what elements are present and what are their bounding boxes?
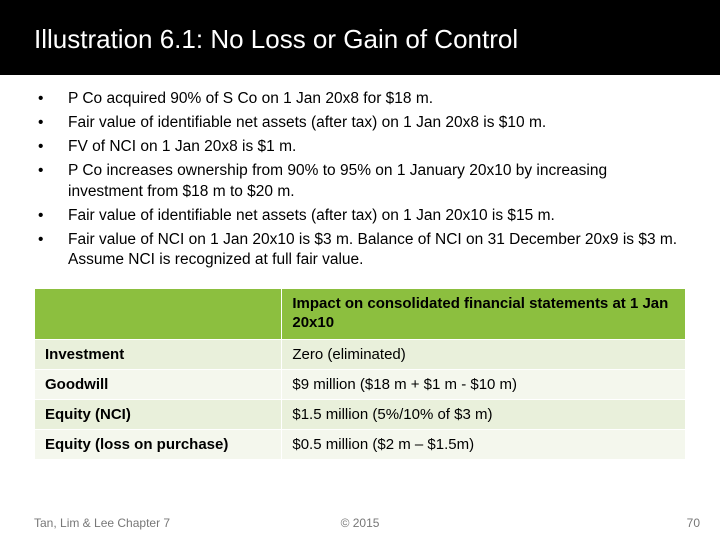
slide: Illustration 6.1: No Loss or Gain of Con… [0,0,720,540]
bullet-text: Fair value of NCI on 1 Jan 20x10 is $3 m… [68,230,686,272]
list-item: •Fair value of identifiable net assets (… [34,113,686,134]
row-label: Investment [35,339,282,369]
table-header-blank [35,289,282,340]
row-value: $9 million ($18 m + $1 m - $10 m) [282,369,686,399]
table-row: Equity (loss on purchase) $0.5 million (… [35,429,686,459]
table-header-impact: Impact on consolidated financial stateme… [282,289,686,340]
impact-table: Impact on consolidated financial stateme… [34,288,686,460]
row-label: Equity (loss on purchase) [35,429,282,459]
bullet-text: P Co increases ownership from 90% to 95%… [68,161,686,203]
bullet-text: P Co acquired 90% of S Co on 1 Jan 20x8 … [68,89,686,110]
content-area: •P Co acquired 90% of S Co on 1 Jan 20x8… [0,75,720,540]
table-header-row: Impact on consolidated financial stateme… [35,289,686,340]
row-label: Equity (NCI) [35,399,282,429]
table-row: Goodwill $9 million ($18 m + $1 m - $10 … [35,369,686,399]
bullet-icon: • [34,137,68,158]
bullet-text: Fair value of identifiable net assets (a… [68,206,686,227]
list-item: •P Co increases ownership from 90% to 95… [34,161,686,203]
row-value: Zero (eliminated) [282,339,686,369]
table-row: Equity (NCI) $1.5 million (5%/10% of $3 … [35,399,686,429]
bullet-icon: • [34,161,68,203]
title-bar: Illustration 6.1: No Loss or Gain of Con… [0,0,720,75]
list-item: •P Co acquired 90% of S Co on 1 Jan 20x8… [34,89,686,110]
bullet-text: Fair value of identifiable net assets (a… [68,113,686,134]
list-item: •FV of NCI on 1 Jan 20x8 is $1 m. [34,137,686,158]
bullet-icon: • [34,89,68,110]
row-value: $1.5 million (5%/10% of $3 m) [282,399,686,429]
list-item: •Fair value of identifiable net assets (… [34,206,686,227]
row-value: $0.5 million ($2 m – $1.5m) [282,429,686,459]
footer: Tan, Lim & Lee Chapter 7 © 2015 70 [0,516,720,530]
table-row: Investment Zero (eliminated) [35,339,686,369]
bullet-list: •P Co acquired 90% of S Co on 1 Jan 20x8… [34,89,686,274]
bullet-icon: • [34,230,68,272]
footer-center: © 2015 [0,516,720,530]
row-label: Goodwill [35,369,282,399]
bullet-icon: • [34,206,68,227]
list-item: •Fair value of NCI on 1 Jan 20x10 is $3 … [34,230,686,272]
slide-title: Illustration 6.1: No Loss or Gain of Con… [34,24,686,55]
bullet-text: FV of NCI on 1 Jan 20x8 is $1 m. [68,137,686,158]
bullet-icon: • [34,113,68,134]
